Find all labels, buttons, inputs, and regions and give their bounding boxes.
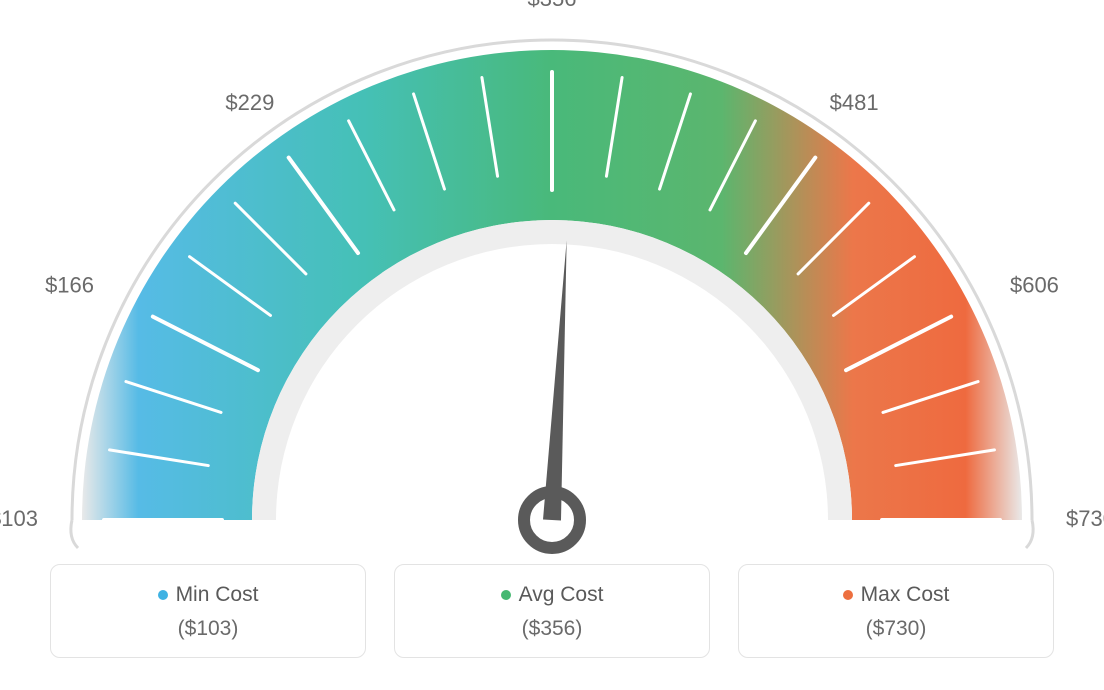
svg-text:$166: $166 [45,272,94,297]
legend-card-max: Max Cost ($730) [738,564,1054,658]
legend-card-min: Min Cost ($103) [50,564,366,658]
legend-card-avg: Avg Cost ($356) [394,564,710,658]
svg-text:$356: $356 [528,0,577,11]
gauge-area: $103 $166 $229 $356 $481 $606 $730 [0,0,1104,560]
legend-title-min: Min Cost [158,583,259,607]
legend-row: Min Cost ($103) Avg Cost ($356) Max Cost… [50,564,1054,658]
legend-label-avg: Avg Cost [519,583,604,607]
svg-text:$606: $606 [1010,272,1059,297]
gauge-svg: $103 $166 $229 $356 $481 $606 $730 [0,0,1104,560]
dot-avg [501,590,511,600]
dot-min [158,590,168,600]
svg-text:$103: $103 [0,506,38,531]
legend-label-max: Max Cost [861,583,950,607]
legend-title-max: Max Cost [843,583,950,607]
legend-value-avg: ($356) [395,617,709,641]
legend-label-min: Min Cost [176,583,259,607]
dot-max [843,590,853,600]
svg-text:$481: $481 [830,90,879,115]
legend-value-max: ($730) [739,617,1053,641]
svg-text:$229: $229 [225,90,274,115]
legend-value-min: ($103) [51,617,365,641]
svg-text:$730: $730 [1066,506,1104,531]
legend-title-avg: Avg Cost [501,583,604,607]
gauge-chart-root: $103 $166 $229 $356 $481 $606 $730 Min Cost ($… [0,0,1104,690]
